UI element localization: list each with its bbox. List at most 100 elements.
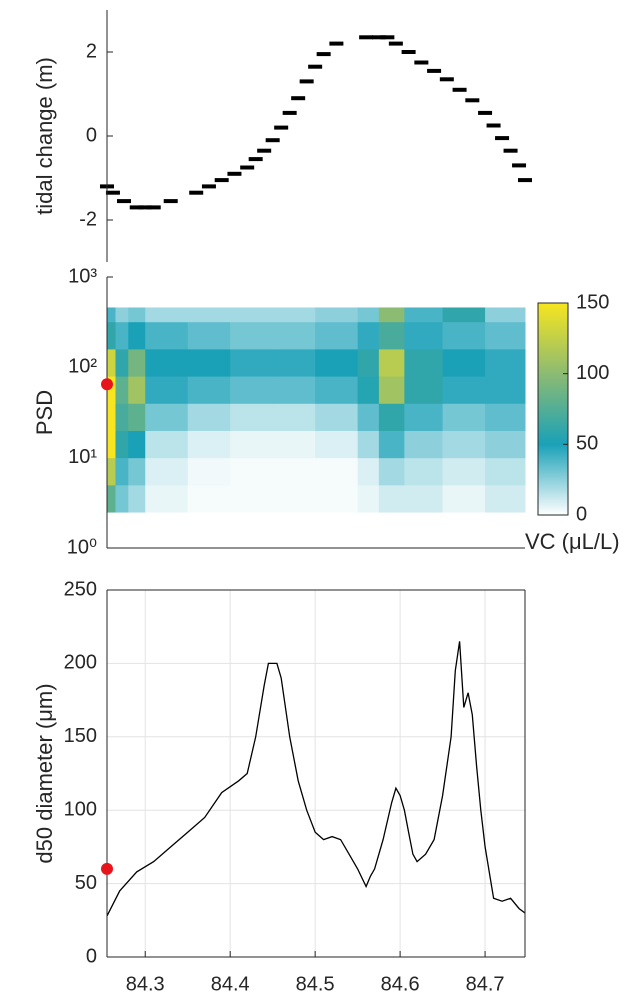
colorbar-tick-label: 0 <box>576 503 587 525</box>
x-tick-label: 84.7 <box>466 973 505 995</box>
heat-cell <box>315 307 359 323</box>
heat-cell <box>404 376 444 404</box>
heat-cell <box>357 484 380 513</box>
heat-cell <box>115 484 129 513</box>
dash-marker <box>189 190 204 195</box>
heat-cell <box>357 348 380 377</box>
heat-cell <box>272 348 316 377</box>
heat-cell <box>187 376 231 404</box>
heat-cell <box>315 321 359 350</box>
heat-cell <box>128 321 146 350</box>
heat-cell <box>128 484 146 513</box>
heat-cell <box>272 484 316 513</box>
y-tick-label: 150 <box>64 725 97 747</box>
heat-cell <box>404 348 444 377</box>
heat-cell <box>357 321 380 350</box>
heat-cell <box>107 403 116 431</box>
heat-cell <box>230 430 274 459</box>
dash-marker <box>486 123 501 128</box>
marker-dot <box>101 862 113 875</box>
heat-cell <box>115 376 129 404</box>
y-tick-label: 0 <box>86 124 97 146</box>
heat-cell <box>145 321 189 350</box>
dash-marker <box>518 178 532 183</box>
dash-marker <box>401 50 416 54</box>
colorbar-label: VC (μL/L) <box>525 529 620 554</box>
heat-cell <box>357 307 380 323</box>
y-tick-label: 250 <box>64 578 97 600</box>
heat-cell <box>442 321 486 350</box>
heat-cell <box>145 430 189 459</box>
heat-cell <box>272 307 316 323</box>
heat-cell <box>272 403 316 431</box>
dash-marker <box>503 148 518 153</box>
heat-cell <box>107 321 116 350</box>
dash-marker <box>452 87 467 92</box>
heat-cell <box>357 457 380 486</box>
x-tick-label: 84.5 <box>296 973 335 995</box>
heat-cell <box>107 484 116 513</box>
heat-cell <box>230 348 274 377</box>
dash-marker <box>495 136 510 141</box>
dash-marker <box>116 199 131 204</box>
heat-cell <box>128 307 146 323</box>
heat-cell <box>378 430 405 459</box>
dash-marker <box>138 205 153 210</box>
heat-cell <box>442 430 486 459</box>
panel: -2 0 2 tidal change (m) <box>32 10 532 262</box>
heat-cell <box>145 403 189 431</box>
heat-cell <box>272 321 316 350</box>
dash-marker <box>316 52 331 57</box>
dash-marker <box>265 138 280 143</box>
heat-cell <box>230 457 274 486</box>
dash-marker <box>163 199 178 204</box>
heat-cell <box>485 403 526 431</box>
heat-cell <box>315 484 359 513</box>
heat-cell <box>128 376 146 404</box>
heat-cell <box>378 484 405 513</box>
heat-cell <box>378 348 405 377</box>
x-tick-label: 84.4 <box>211 973 250 995</box>
dash-marker <box>299 79 314 84</box>
heat-cell <box>272 430 316 459</box>
heat-cell <box>357 403 380 431</box>
y-tick-label: 10³ <box>68 265 97 287</box>
heat-cell <box>230 403 274 431</box>
heat-cell <box>315 376 359 404</box>
colorbar <box>537 302 569 516</box>
heat-cell <box>357 430 380 459</box>
y-axis-label: tidal change (m) <box>32 57 57 215</box>
heat-cell <box>187 321 231 350</box>
heat-cell <box>187 457 231 486</box>
heat-cell <box>128 348 146 377</box>
heat-cell <box>230 321 274 350</box>
heat-cell <box>485 307 526 323</box>
dash-marker <box>146 205 161 210</box>
y-tick-label: 50 <box>75 872 97 894</box>
heat-cell <box>378 457 405 486</box>
colorbar-tick-label: 150 <box>576 291 609 313</box>
heat-cell <box>378 321 405 350</box>
dash-marker <box>291 96 306 101</box>
heat-cell <box>442 376 486 404</box>
heat-cell <box>442 307 486 323</box>
heat-cell <box>442 348 486 377</box>
heat-cell <box>378 403 405 431</box>
heat-cell <box>315 348 359 377</box>
heat-cell <box>230 484 274 513</box>
dash-marker <box>227 171 242 176</box>
colorbar-tick-label: 50 <box>576 433 598 455</box>
heat-cell <box>404 457 444 486</box>
heat-cell <box>145 348 189 377</box>
heat-cell <box>442 403 486 431</box>
heat-cell <box>230 307 274 323</box>
heat-cell <box>378 307 405 323</box>
dash-marker <box>329 41 344 46</box>
heat-cell <box>230 376 274 404</box>
dash-marker <box>439 77 454 82</box>
heat-cell <box>107 457 116 486</box>
heat-cell <box>442 457 486 486</box>
heat-cell <box>187 348 231 377</box>
y-tick-label: -2 <box>79 208 97 230</box>
dash-marker <box>240 165 255 170</box>
